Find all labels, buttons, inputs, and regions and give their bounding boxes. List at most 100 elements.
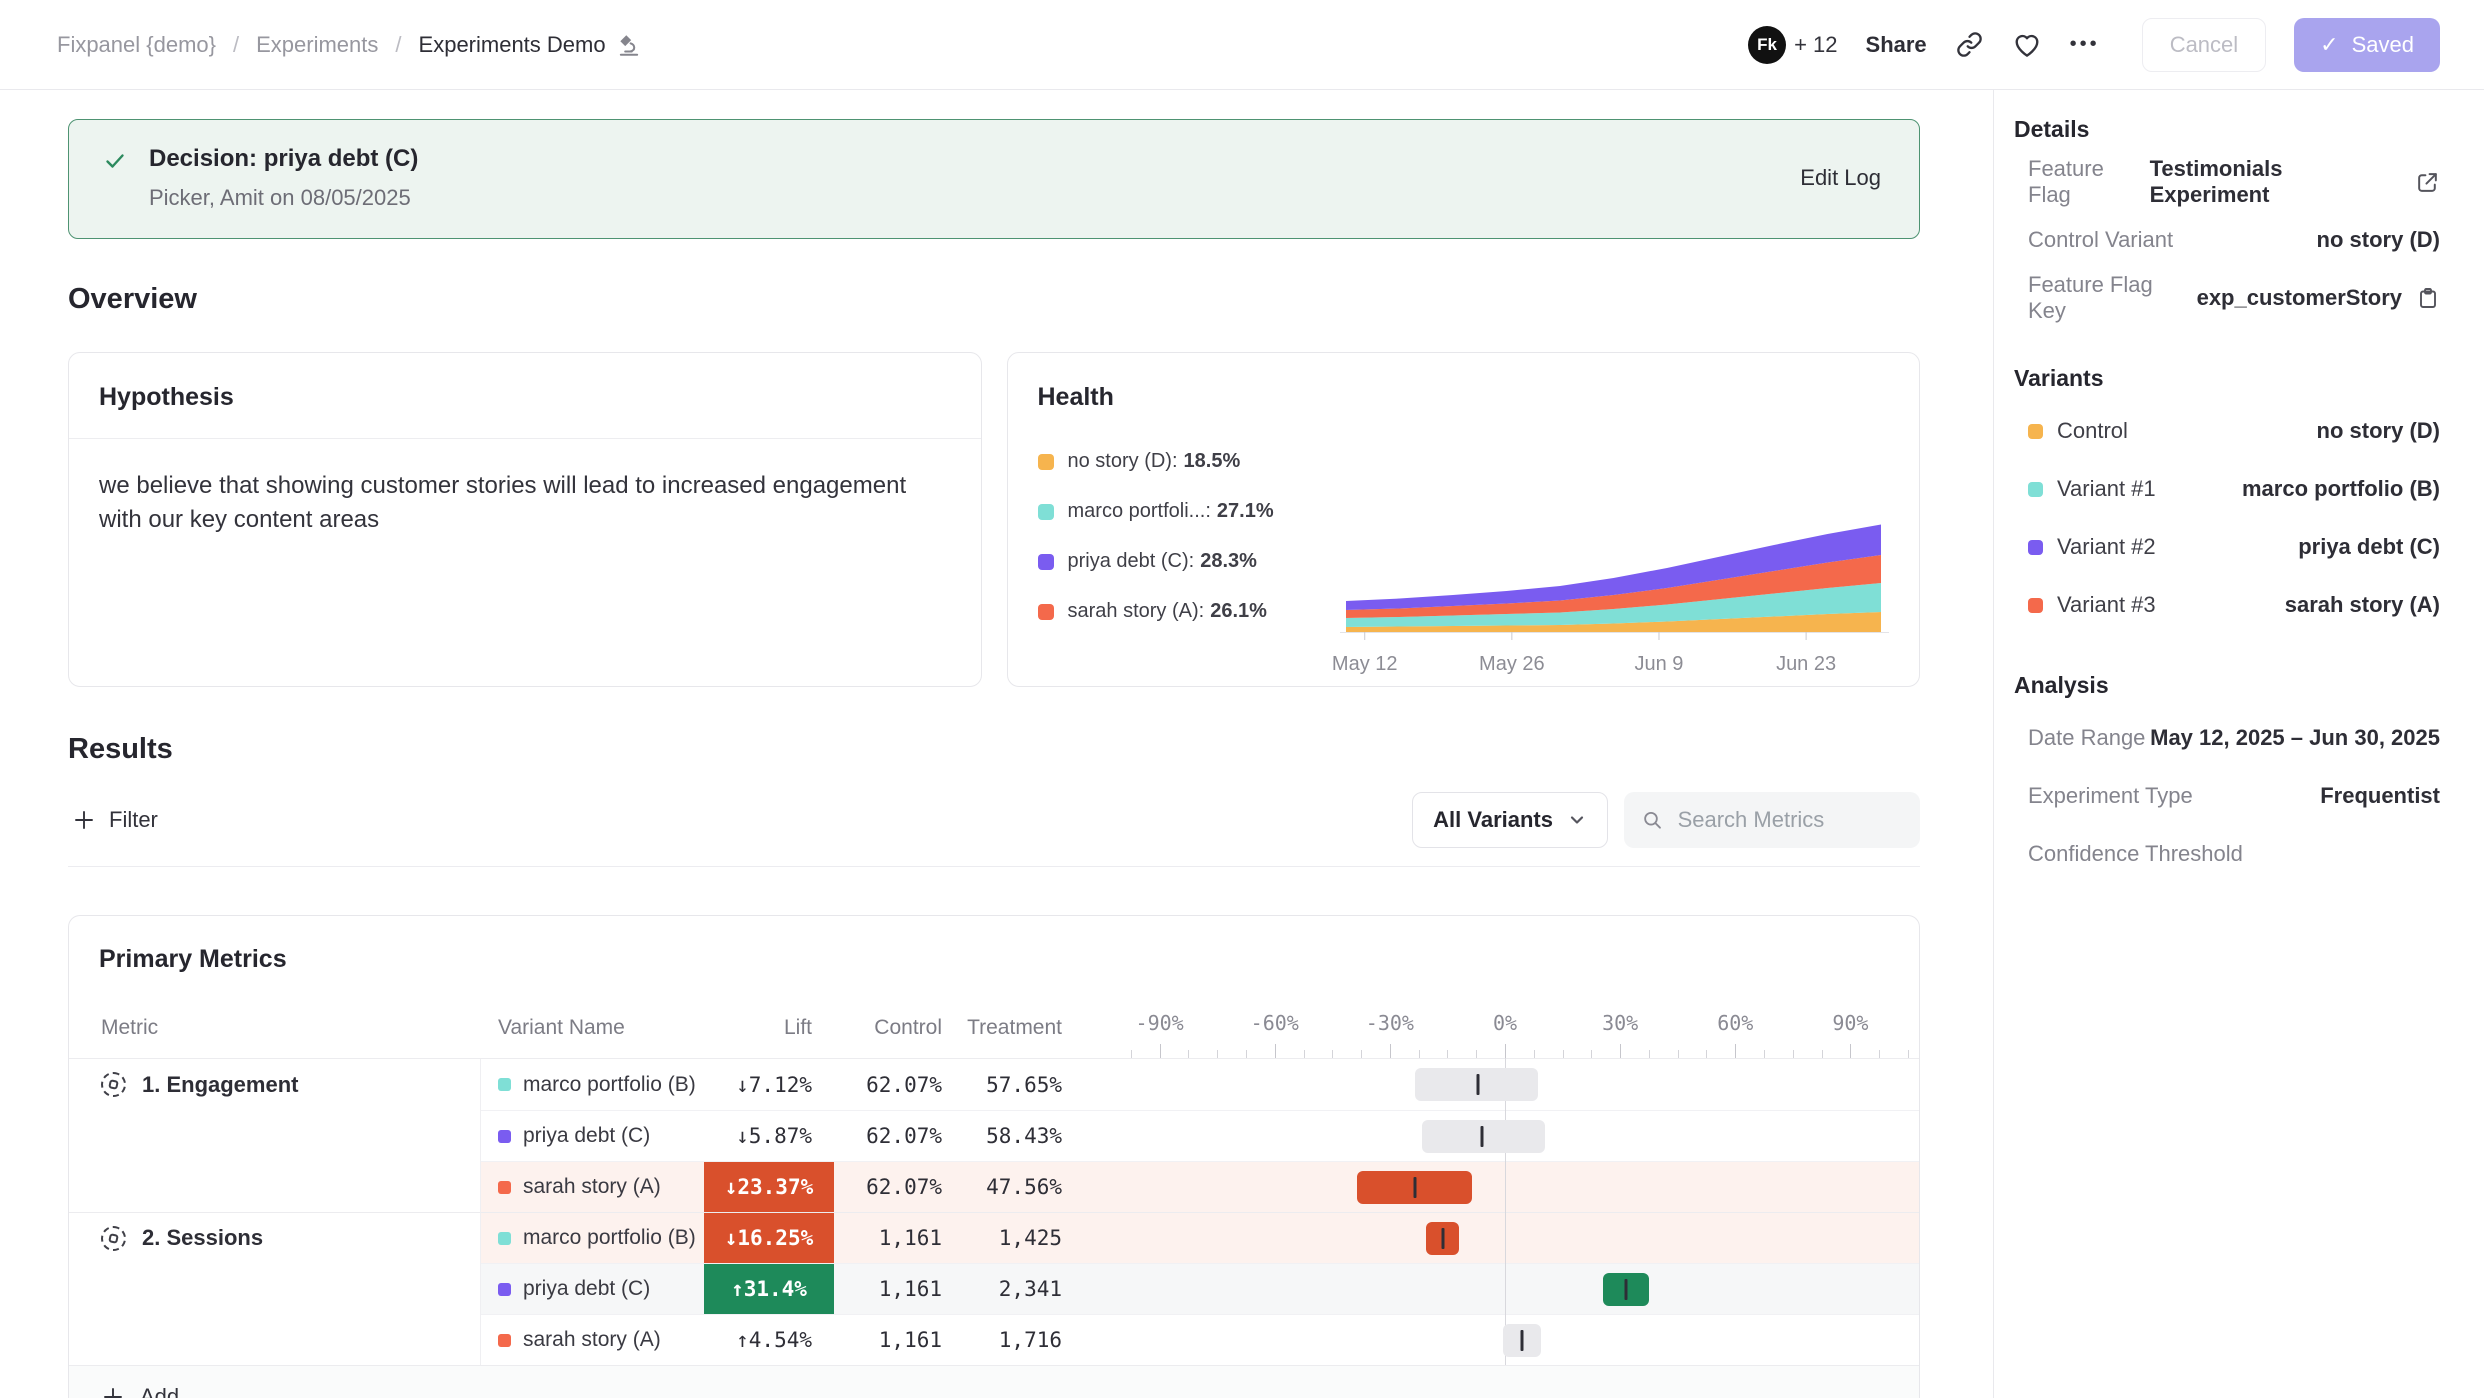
variant-label: Control [2057,418,2128,443]
main-content: Decision: priya debt (C) Picker, Amit on… [0,90,1993,1398]
variant-cell: marco portfolio (B) [481,1212,704,1263]
control-cell: 1,161 [834,1263,964,1314]
control-value: 62.07% [866,1124,942,1148]
control-cell: 62.07% [834,1161,964,1212]
right-sidebar: Details Feature Flag Testimonials Experi… [1993,90,2484,1398]
detail-label: Feature Flag [2028,156,2104,207]
health-legend: no story (D): 18.5% marco portfoli...: 2… [1037,438,1326,689]
hypothesis-title: Hypothesis [69,353,981,439]
add-filter-button[interactable]: Filter [68,797,162,843]
column-header-lift: Lift [783,1016,812,1039]
legend-swatch [1037,503,1054,520]
variant-name: sarah story (A) [523,1175,661,1198]
variant-cell: marco portfolio (B) [481,1059,704,1110]
analysis-label: Date Range [2028,725,2146,750]
table-row[interactable]: sarah story (A) ↓23.37% 62.07% 47.56% [69,1161,1919,1212]
table-row[interactable]: 2. Sessions marco portfolio (B) ↓16.25% … [69,1212,1919,1263]
metric-cell[interactable]: 1. Engagement [69,1059,481,1110]
health-stacked-area-chart: May 12 May 26 Jun 9 Jun 23 [1326,464,1894,689]
detail-value[interactable]: Testimonials Experiment [2149,156,2283,207]
variant-name: sarah story (A) [523,1328,661,1351]
saved-label: Saved [2351,31,2414,57]
treatment-cell: 58.43% [964,1110,1084,1161]
plus-icon [75,811,93,829]
lift-cell: ↑4.54% [704,1314,834,1365]
detail-row-control-variant: Control Variant no story (D) [2008,211,2440,269]
confidence-interval-cell [1084,1058,1919,1110]
metric-target-icon [101,1072,126,1097]
variant-name: priya debt (C) [523,1124,651,1147]
search-metrics-input[interactable] [1677,807,1902,833]
treatment-cell: 1,716 [964,1314,1084,1365]
external-link-icon[interactable] [2415,170,2440,195]
variant-value: sarah story (A) [2284,592,2440,617]
analysis-row-experiment-type: Experiment Type Frequentist [2008,767,2440,825]
lift-cell: ↓23.37% [704,1161,834,1212]
confidence-interval-cell [1084,1314,1919,1365]
legend-value: 27.1% [1216,500,1274,522]
detail-label: Feature Flag Key [2028,272,2153,323]
variants-section: Variants Control no story (D) Variant #1… [2008,365,2440,634]
analysis-value: May 12, 2025 – Jun 30, 2025 [2150,725,2440,750]
collaborators[interactable]: Fk + 12 [1748,25,1838,64]
breadcrumb-experiments[interactable]: Experiments [256,31,379,57]
legend-label: priya debt (C): [1067,550,1195,572]
control-cell: 62.07% [834,1059,964,1110]
avatar[interactable]: Fk [1748,25,1787,64]
detail-row-feature-flag-key: Feature Flag Key exp_customerStory [2008,269,2440,327]
edit-log-button[interactable]: Edit Log [1800,165,1881,190]
column-header-control: Control [874,1016,942,1039]
add-metric-button[interactable]: Add [69,1365,1919,1398]
metric-cell [69,1314,481,1365]
share-button[interactable]: Share [1865,31,1927,57]
legend-value: 28.3% [1200,550,1257,572]
table-row[interactable]: 1. Engagement marco portfolio (B) ↓7.12%… [69,1058,1919,1110]
favorite-heart-icon[interactable] [2012,30,2042,60]
health-card: Health no story (D): 18.5% marco portfol… [1006,352,1920,689]
top-bar: Fixpanel {demo} / Experiments / Experime… [0,0,2484,90]
all-variants-dropdown[interactable]: All Variants [1412,792,1608,848]
column-header-variant: Variant Name [498,1016,625,1039]
treatment-value: 2,341 [998,1277,1062,1301]
collaborator-count: + 12 [1794,31,1838,57]
legend-label: sarah story (A): [1067,600,1205,622]
lift-value: ↑4.54% [736,1328,812,1352]
lift-value: ↓16.25% [724,1226,814,1250]
search-metrics-box [1624,792,1920,848]
legend-item: sarah story (A): 26.1% [1037,600,1326,623]
variant-color-swatch [2028,597,2043,613]
table-row[interactable]: priya debt (C) ↑31.4% 1,161 2,341 [69,1263,1919,1314]
variant-color-dot [498,1129,511,1143]
variant-color-dot [498,1078,511,1091]
legend-swatch [1037,553,1054,570]
analysis-section: Analysis Date Range May 12, 2025 – Jun 3… [2008,672,2440,883]
variants-heading: Variants [2014,365,2104,391]
svg-text:May 12: May 12 [1331,653,1397,675]
variant-row-3: Variant #3 sarah story (A) [2008,576,2440,634]
overview-heading: Overview [68,283,197,315]
variant-cell: priya debt (C) [481,1263,704,1314]
table-row[interactable]: priya debt (C) ↓5.87% 62.07% 58.43% [69,1110,1919,1161]
copy-link-icon[interactable] [1955,30,1984,59]
breadcrumb-project[interactable]: Fixpanel {demo} [57,31,216,57]
treatment-cell: 47.56% [964,1161,1084,1212]
confidence-interval-cell [1084,1263,1919,1314]
analysis-value: Frequentist [2320,783,2440,808]
saved-button[interactable]: ✓ Saved [2294,17,2440,72]
legend-swatch [1037,453,1054,470]
metric-cell [69,1110,481,1161]
breadcrumb-separator: / [395,31,402,57]
confidence-interval-cell [1084,1161,1919,1212]
clipboard-icon[interactable] [2416,286,2440,310]
table-row[interactable]: sarah story (A) ↑4.54% 1,161 1,716 [69,1314,1919,1365]
control-value: 1,161 [878,1328,942,1352]
microscope-icon [616,32,642,58]
variant-name: priya debt (C) [523,1277,651,1300]
metric-cell[interactable]: 2. Sessions [69,1212,481,1263]
variant-color-dot [498,1231,511,1245]
more-options-button[interactable]: ••• [2069,33,2100,55]
cancel-button[interactable]: Cancel [2141,17,2267,72]
analysis-label: Confidence Threshold [2028,841,2243,866]
legend-item: no story (D): 18.5% [1037,450,1326,473]
variant-name: marco portfolio (B) [523,1072,696,1096]
